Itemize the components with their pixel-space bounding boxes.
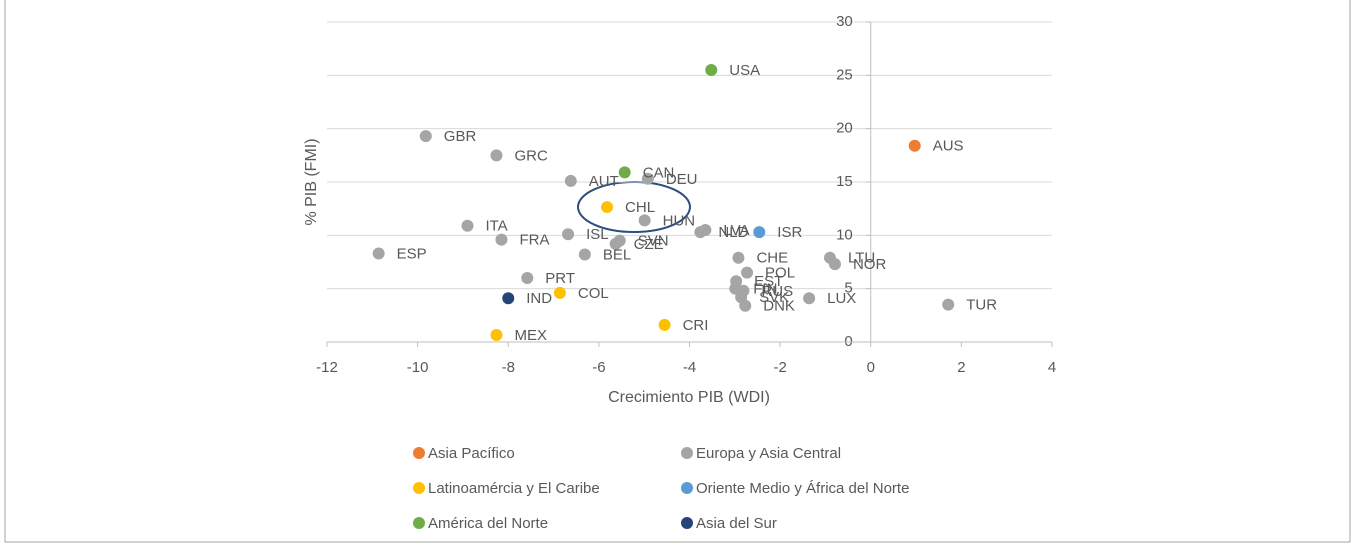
legend-label: América del Norte	[428, 515, 548, 532]
y-tick-label: 5	[844, 280, 852, 297]
point-label: AUS	[933, 138, 964, 155]
x-tick-label: -8	[502, 359, 515, 376]
x-tick-label: 0	[867, 359, 875, 376]
point-label: DEU	[666, 171, 698, 188]
point	[618, 166, 631, 179]
legend-marker	[413, 517, 425, 529]
point-label: LTU	[848, 250, 875, 267]
point-label: ISL	[586, 226, 609, 243]
point-label: DNK	[763, 298, 795, 315]
legend-label: Latinoamércia y El Caribe	[428, 480, 600, 497]
legend-label: Asia Pacífico	[428, 445, 515, 462]
point	[609, 237, 622, 250]
y-tick-label: 20	[836, 120, 853, 137]
point	[942, 298, 955, 311]
y-tick-label: 10	[836, 226, 853, 243]
point	[699, 224, 712, 236]
x-tick-label: 2	[957, 359, 965, 376]
x-tick-label: -2	[773, 359, 786, 376]
legend-marker	[681, 447, 693, 459]
point-label: COL	[578, 285, 609, 302]
point-label: SVN	[638, 233, 669, 250]
point	[461, 219, 474, 232]
point-label: ISR	[777, 224, 802, 241]
point-label: LVA	[723, 222, 749, 239]
y-tick-label: 15	[836, 173, 853, 190]
point-label: NLD	[718, 224, 748, 241]
point-label: CAN	[643, 164, 675, 181]
y-axis-label: % PIB (FMI)	[303, 138, 320, 225]
point	[908, 139, 921, 152]
point-label: RUS	[761, 283, 793, 300]
legend-label: Asia del Sur	[696, 515, 777, 532]
point	[741, 266, 754, 279]
y-tick-label: 25	[836, 66, 853, 83]
point-label: ITA	[485, 218, 507, 235]
point	[705, 64, 718, 76]
point	[562, 228, 575, 241]
legend-marker	[413, 447, 425, 459]
point	[828, 258, 841, 271]
point	[564, 174, 577, 187]
point	[753, 226, 766, 239]
point-label: CZE	[634, 236, 664, 253]
point-label: GBR	[444, 128, 477, 145]
point	[739, 299, 752, 312]
point-label: PRT	[545, 270, 575, 287]
x-tick-label: -4	[683, 359, 696, 376]
legend-marker	[681, 482, 693, 494]
point	[495, 233, 508, 246]
point-label: HUN	[663, 212, 696, 229]
point-label: NOR	[853, 256, 887, 273]
point-label: FRA	[519, 232, 549, 249]
point-label: CHE	[756, 250, 788, 267]
point	[490, 328, 503, 341]
point-label: EST	[754, 273, 783, 290]
point-label: TUR	[966, 297, 997, 314]
point	[372, 247, 385, 260]
chart-frame	[4, 0, 1351, 543]
y-tick-label: 30	[836, 13, 853, 30]
point	[578, 248, 591, 261]
point-label: LUX	[827, 290, 856, 307]
x-tick-label: 4	[1048, 359, 1056, 376]
point-label: AUT	[589, 173, 619, 190]
point-label: ESP	[397, 245, 427, 262]
x-tick-label: -6	[592, 359, 605, 376]
point-label: CHL	[625, 199, 655, 216]
legend-marker	[413, 482, 425, 494]
point-label: CRI	[683, 317, 709, 334]
point	[490, 149, 503, 162]
point-label: USA	[729, 62, 760, 79]
point-label: POL	[765, 265, 795, 282]
point	[502, 292, 515, 305]
point-label: FIN	[753, 281, 777, 298]
point-label: GRC	[514, 147, 548, 164]
y-tick-label: 0	[844, 333, 852, 350]
point	[601, 201, 614, 214]
point	[803, 292, 816, 305]
legend-marker	[681, 517, 693, 529]
x-tick-label: -12	[316, 359, 338, 376]
point	[553, 286, 566, 299]
legend-label: Europa y Asia Central	[696, 445, 841, 462]
point-label: BEL	[603, 247, 631, 264]
legend-label: Oriente Medio y África del Norte	[696, 480, 909, 497]
point-label: IND	[526, 290, 552, 307]
point	[521, 272, 534, 284]
point-label: SVK	[759, 289, 789, 306]
point	[732, 251, 745, 264]
point	[638, 214, 651, 227]
x-tick-label: -10	[407, 359, 429, 376]
point	[658, 318, 671, 331]
point	[641, 172, 654, 185]
point-label: MEX	[514, 327, 547, 344]
x-axis-label: Crecimiento PIB (WDI)	[608, 389, 770, 406]
point	[419, 130, 432, 143]
